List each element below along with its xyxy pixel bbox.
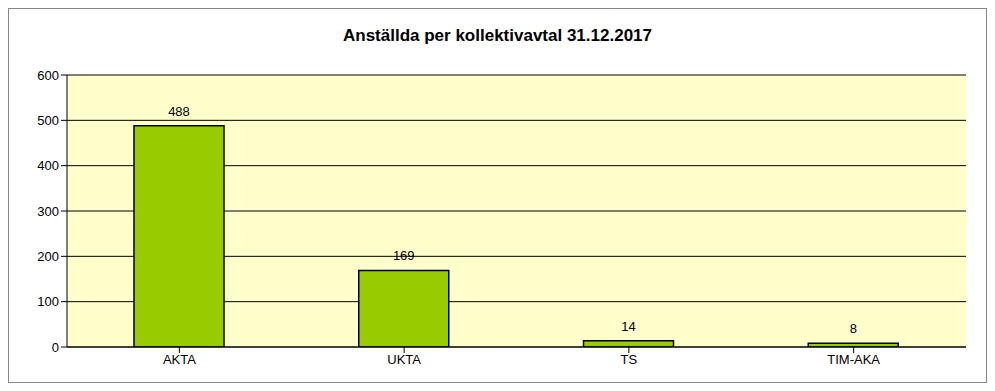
svg-text:UKTA: UKTA: [387, 352, 421, 367]
svg-text:8: 8: [850, 321, 857, 336]
svg-text:200: 200: [37, 249, 59, 264]
svg-text:0: 0: [52, 340, 59, 355]
svg-text:TS: TS: [621, 352, 638, 367]
svg-text:AKTA: AKTA: [163, 352, 196, 367]
svg-text:TIM-AKA: TIM-AKA: [827, 352, 880, 367]
svg-text:600: 600: [37, 68, 59, 83]
svg-text:169: 169: [393, 248, 415, 263]
svg-text:100: 100: [37, 294, 59, 309]
svg-text:14: 14: [621, 319, 635, 334]
svg-text:488: 488: [168, 104, 190, 119]
svg-text:500: 500: [37, 113, 59, 128]
html-text:Anställda per kollektivavtal 3: Anställda per kollektivavtal 31.12.2017: [343, 26, 652, 45]
svg-text:300: 300: [37, 204, 59, 219]
svg-text:400: 400: [37, 158, 59, 173]
